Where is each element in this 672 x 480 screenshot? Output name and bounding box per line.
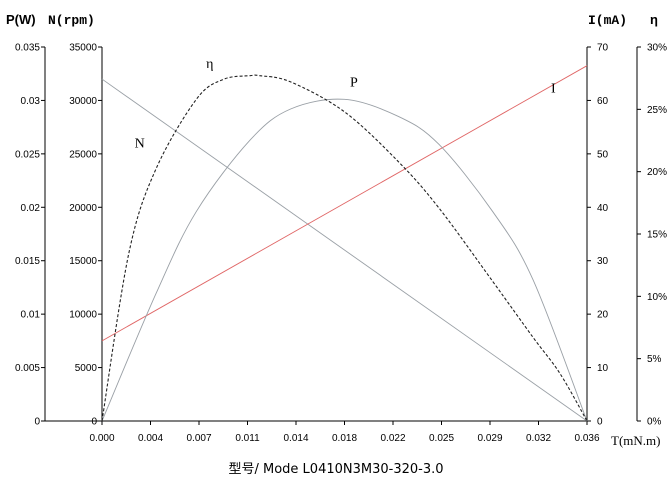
p-tick-label: 0.01 [21, 310, 41, 321]
series-line-eta [101, 74, 588, 422]
eta-tick-label: 5% [647, 354, 662, 365]
curve-label-i: I [551, 81, 556, 96]
p-tick-label: 0 [34, 417, 40, 428]
p-axis-ticks: 0 0.005 0.01 0.015 0.02 0.025 0.03 0.035 [15, 43, 45, 428]
x-tick-label: 0.025 [429, 433, 454, 444]
x-tick-label: 0.007 [186, 433, 211, 444]
p-tick-label: 0.005 [15, 363, 40, 374]
series-line-p [101, 98, 588, 422]
x-tick-label: 0.022 [380, 433, 405, 444]
n-tick-label: 5000 [75, 363, 98, 374]
x-tick-label: 0.018 [332, 433, 357, 444]
eta-tick-label: 10% [647, 292, 667, 303]
n-tick-label: 35000 [69, 43, 97, 54]
x-axis-ticks: 0.000 0.004 0.007 0.011 0.014 0.018 0.022 0.025… [89, 421, 600, 444]
p-axis-header: P(W) [6, 12, 36, 27]
x-tick-label: 0.000 [89, 433, 114, 444]
p-tick-label: 0.015 [15, 256, 40, 267]
x-tick-label: 0.011 [235, 433, 260, 444]
curve-label-p: P [350, 76, 358, 91]
p-tick-label: 0.03 [21, 96, 41, 107]
curve-label-eta: η [206, 57, 213, 72]
n-tick-label: 0 [91, 417, 97, 428]
series-lines [101, 65, 588, 422]
n-tick-label: 30000 [69, 96, 97, 107]
eta-tick-label: 15% [647, 230, 667, 241]
x-tick-label: 0.032 [526, 433, 551, 444]
x-tick-label: 0.004 [138, 433, 163, 444]
i-tick-label: 10 [597, 363, 609, 374]
x-tick-label: 0.036 [574, 433, 599, 444]
eta-tick-label: 0% [647, 417, 662, 428]
n-tick-label: 25000 [69, 149, 97, 160]
n-tick-label: 10000 [69, 310, 97, 321]
i-tick-label: 40 [597, 203, 609, 214]
n-tick-label: 20000 [69, 203, 97, 214]
eta-axis-header: η [650, 12, 658, 27]
model-caption: 型号/ Mode L0410N3M30-320-3.0 [228, 462, 443, 477]
eta-tick-label: 25% [647, 105, 667, 116]
series-line-i [101, 65, 588, 342]
x-tick-label: 0.029 [477, 433, 502, 444]
eta-tick-label: 30% [647, 43, 667, 54]
i-axis-header: I(mA) [588, 13, 627, 28]
i-tick-label: 70 [597, 43, 609, 54]
curve-labels: Nη P I [135, 57, 556, 151]
p-tick-label: 0.025 [15, 149, 40, 160]
n-axis-header: N(rpm) [48, 13, 95, 28]
p-tick-label: 0.035 [15, 43, 40, 54]
p-tick-label: 0.02 [21, 203, 41, 214]
x-tick-label: 0.014 [283, 433, 308, 444]
x-axis-label: T(mN.m) [611, 433, 660, 448]
i-tick-label: 60 [597, 96, 609, 107]
n-tick-label: 15000 [69, 256, 97, 267]
n-axis-ticks: 0 5000 10000 15000 20000 25000 30000 35000 [69, 43, 102, 428]
i-tick-label: 30 [597, 256, 609, 267]
i-tick-label: 50 [597, 149, 609, 160]
i-tick-label: 20 [597, 310, 609, 321]
i-axis-ticks: 0 10 20 30 40 50 60 70 [587, 43, 609, 428]
curve-label-n: N [135, 136, 145, 151]
i-tick-label: 0 [597, 417, 603, 428]
series-line-n [101, 78, 588, 422]
eta-axis-ticks: 0% 5% 10% 15% 20% 25% 30% [637, 43, 667, 428]
eta-tick-label: 20% [647, 167, 667, 178]
